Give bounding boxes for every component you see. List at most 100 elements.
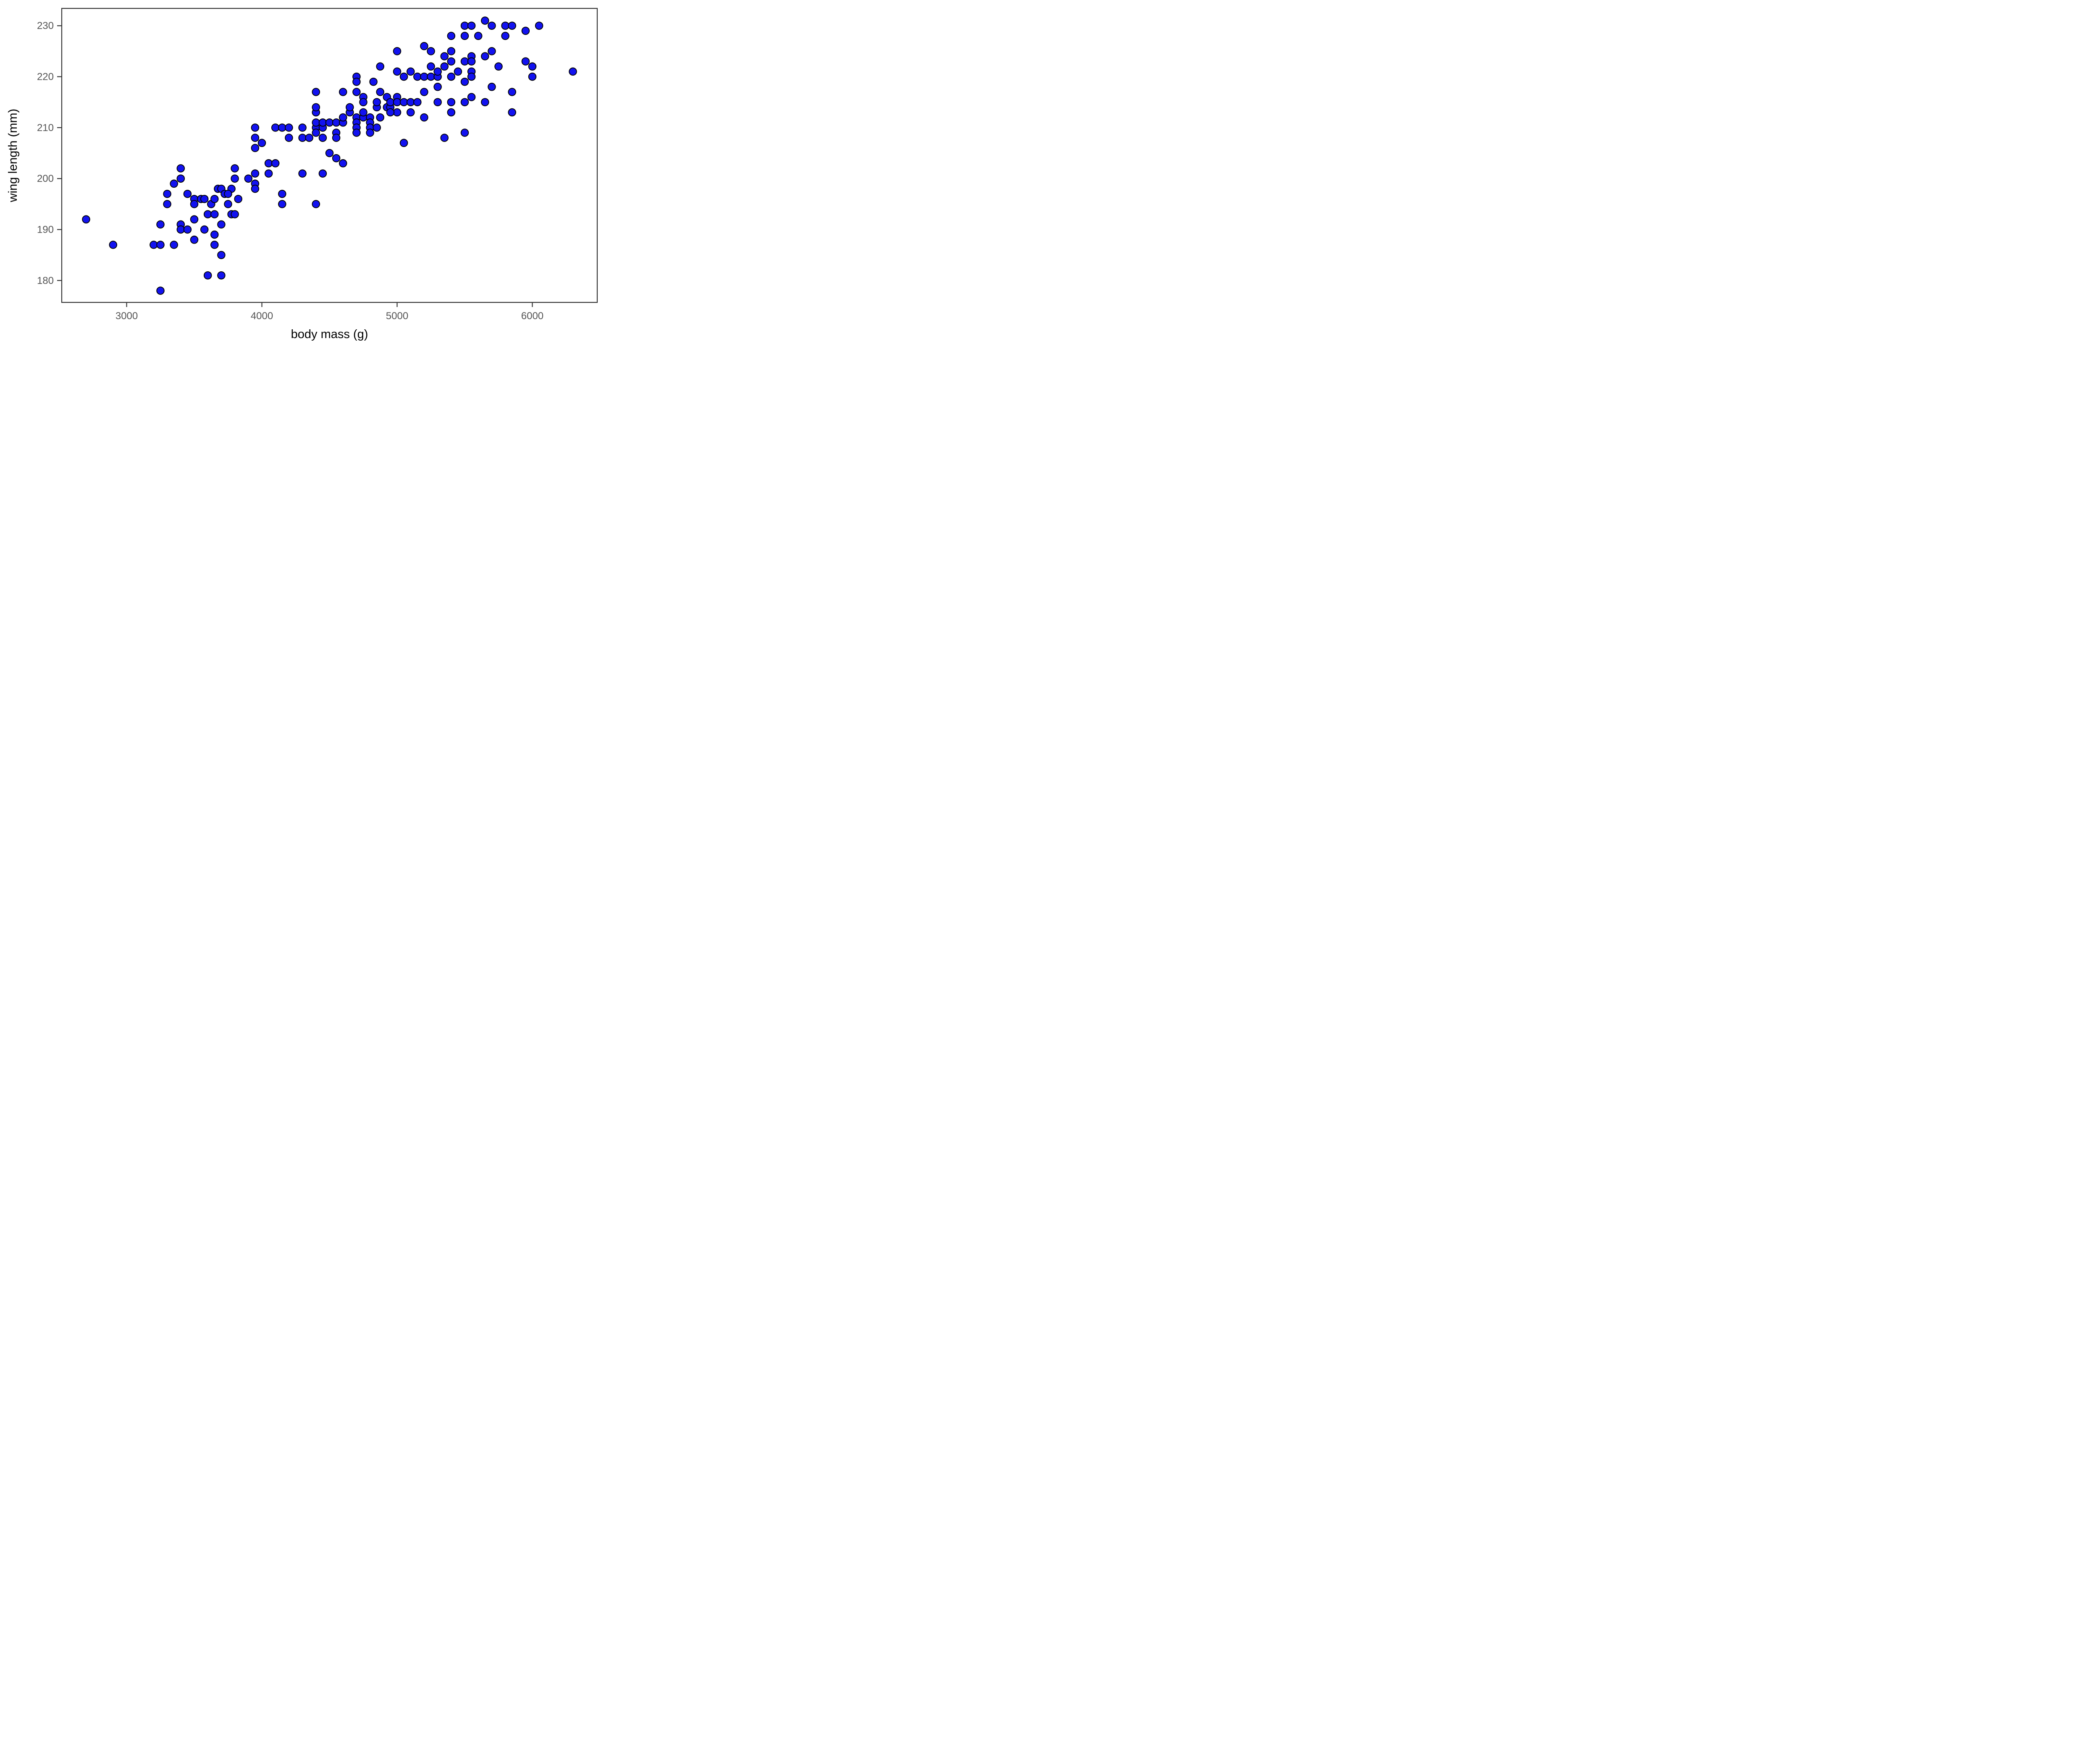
data-point <box>217 251 226 259</box>
y-tick-label: 180 <box>37 275 54 286</box>
data-point <box>508 88 516 96</box>
data-point <box>224 200 232 208</box>
data-point <box>454 67 462 76</box>
x-tick-label: 4000 <box>251 310 273 322</box>
data-point <box>447 32 456 40</box>
data-point <box>420 113 428 122</box>
scatter-chart: 3000 4000 5000 6000 180 190 200 210 220 230 body … <box>6 8 598 341</box>
data-point <box>359 98 368 106</box>
data-point <box>373 123 381 132</box>
data-point <box>325 149 334 158</box>
data-point <box>150 241 158 249</box>
data-point <box>278 189 286 198</box>
data-point <box>210 241 219 249</box>
data-point <box>420 72 428 81</box>
data-point <box>460 21 469 30</box>
data-point <box>318 169 327 178</box>
data-point <box>285 123 293 132</box>
data-point <box>190 236 199 244</box>
scatter-figure: 3000 4000 5000 6000 180 190 200 210 220 230 body … <box>0 0 605 353</box>
data-point <box>494 62 503 71</box>
data-point <box>488 21 496 30</box>
x-axis-title: body mass (g) <box>291 328 368 341</box>
data-point <box>312 118 320 127</box>
data-point <box>352 88 361 96</box>
data-point <box>440 62 449 71</box>
data-point <box>325 118 334 127</box>
data-point <box>460 77 469 86</box>
data-point <box>399 98 408 106</box>
data-point <box>427 47 435 55</box>
data-point <box>176 164 185 173</box>
data-point <box>393 98 402 106</box>
y-tick-label: 190 <box>37 224 54 236</box>
data-point <box>339 113 347 122</box>
data-point <box>413 98 422 106</box>
data-point <box>508 21 516 30</box>
data-point <box>183 225 192 234</box>
data-point <box>460 129 469 137</box>
x-tick-label: 5000 <box>386 310 408 322</box>
data-point <box>433 98 442 106</box>
data-point <box>376 113 384 122</box>
data-point <box>467 21 476 30</box>
data-point <box>285 134 293 142</box>
data-point <box>467 72 476 81</box>
data-point <box>339 88 347 96</box>
data-point <box>251 169 260 178</box>
data-point <box>234 194 242 203</box>
data-point <box>224 189 232 198</box>
y-axis-title: wing length (mm) <box>6 109 20 202</box>
data-point <box>200 225 209 234</box>
data-point <box>481 98 489 106</box>
data-point <box>460 32 469 40</box>
data-point <box>406 108 415 117</box>
data-point <box>399 139 408 147</box>
data-point <box>251 144 260 152</box>
data-point <box>332 154 341 163</box>
data-point <box>508 108 516 117</box>
data-point <box>312 88 320 96</box>
data-point <box>481 52 489 60</box>
data-point <box>231 174 239 183</box>
data-point <box>318 134 327 142</box>
data-point <box>257 139 266 147</box>
data-point <box>156 241 165 249</box>
data-point <box>420 88 428 96</box>
data-point <box>251 123 260 132</box>
data-point <box>440 134 449 142</box>
data-point <box>440 52 449 60</box>
data-point <box>376 88 384 96</box>
data-point <box>393 47 402 55</box>
data-point <box>312 103 320 112</box>
data-point <box>467 93 476 101</box>
data-point <box>305 134 313 142</box>
data-point <box>369 77 378 86</box>
data-point <box>406 67 415 76</box>
data-points <box>82 16 577 295</box>
data-point <box>352 77 361 86</box>
data-point <box>460 57 469 66</box>
data-point <box>460 98 469 106</box>
data-point <box>109 241 118 249</box>
data-point <box>373 98 381 106</box>
data-point <box>176 225 185 234</box>
data-point <box>298 123 307 132</box>
data-point <box>231 210 239 218</box>
data-point <box>210 230 219 239</box>
data-point <box>264 169 273 178</box>
data-point <box>366 129 374 137</box>
data-point <box>244 174 253 183</box>
data-point <box>393 67 402 76</box>
data-point <box>251 134 260 142</box>
data-point <box>231 164 239 173</box>
data-point <box>156 220 165 229</box>
data-point <box>501 21 509 30</box>
data-point <box>467 57 476 66</box>
data-point <box>386 98 395 106</box>
data-point <box>399 72 408 81</box>
data-point <box>278 200 286 208</box>
data-point <box>359 108 368 117</box>
data-point <box>339 159 347 168</box>
y-tick-label: 230 <box>37 20 54 32</box>
